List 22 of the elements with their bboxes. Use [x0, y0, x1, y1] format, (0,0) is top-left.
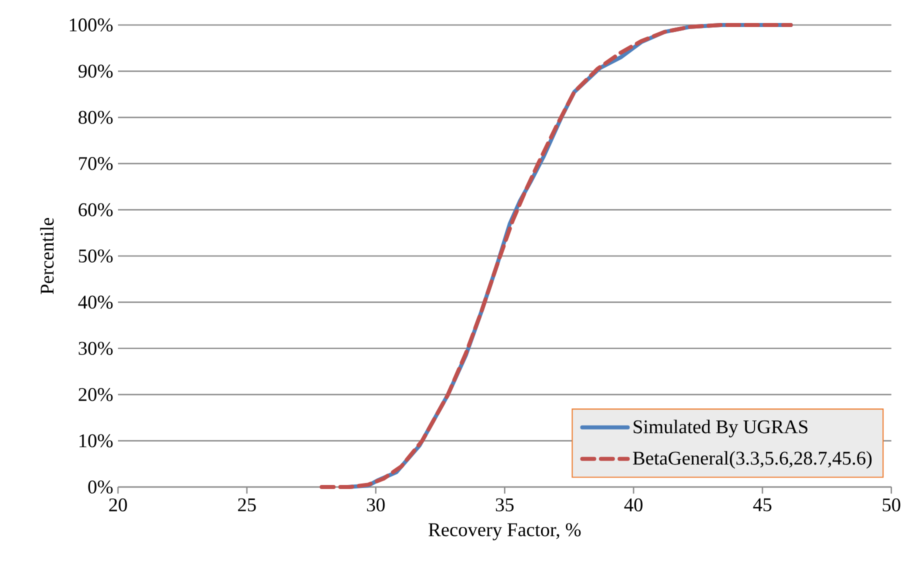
y-tick-label: 0% [88, 480, 113, 494]
y-tick-label: 100% [70, 18, 113, 32]
x-tick-label: 30 [367, 498, 385, 512]
y-tick-label: 80% [78, 110, 113, 124]
y-axis-title: Percentile [40, 218, 54, 294]
x-tick-label: 50 [882, 498, 900, 512]
y-tick-label: 10% [80, 434, 113, 448]
y-tick-label: 90% [78, 64, 113, 78]
y-tick-label: 70% [79, 157, 113, 170]
x-tick-label: 40 [624, 498, 642, 512]
legend-label: BetaGeneral(3.3,5.6,28.7,45.6) [632, 451, 872, 469]
legend-label: Simulated By UGRAS [634, 420, 808, 438]
y-tick-label: 30% [78, 342, 113, 355]
x-axis-title: Recovery Factor, % [428, 523, 581, 540]
y-tick-label: 40% [78, 296, 113, 309]
y-tick-label: 60% [78, 203, 113, 216]
y-tick-label: 20% [78, 388, 113, 402]
x-tick-label: 45 [753, 498, 772, 512]
x-tick-label: 25 [238, 498, 256, 512]
y-tick-label: 50% [78, 249, 113, 263]
x-tick-label: 20 [109, 498, 127, 512]
x-tick-label: 35 [496, 498, 514, 512]
